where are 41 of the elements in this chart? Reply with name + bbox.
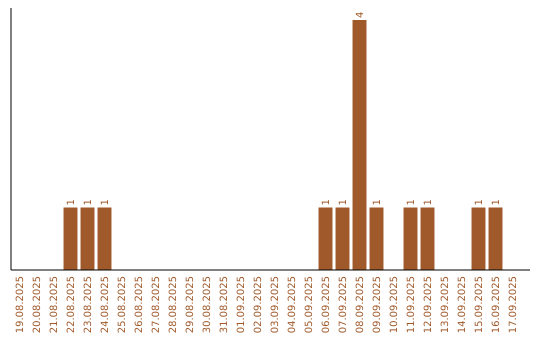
x-tick-label: 15.09.2025 <box>474 276 485 334</box>
data-label: 1 <box>474 199 485 206</box>
x-tick-label: 19.08.2025 <box>15 276 26 334</box>
data-label: 1 <box>338 199 349 206</box>
x-tick-label: 11.09.2025 <box>406 276 417 334</box>
data-label: 1 <box>100 199 111 206</box>
data-label: 1 <box>83 199 94 206</box>
x-tick-label: 10.09.2025 <box>389 276 400 334</box>
data-label: 1 <box>423 199 434 206</box>
x-tick-label: 21.08.2025 <box>49 276 60 334</box>
data-label: 1 <box>321 199 332 206</box>
x-tick-label: 31.08.2025 <box>219 276 230 334</box>
x-tick-label: 01.09.2025 <box>236 276 247 334</box>
x-tick-label: 29.08.2025 <box>185 276 196 334</box>
x-tick-label: 24.08.2025 <box>100 276 111 334</box>
x-tick-label: 07.09.2025 <box>338 276 349 334</box>
x-tick-label: 14.09.2025 <box>457 276 468 334</box>
x-tick-label: 02.09.2025 <box>253 276 264 334</box>
x-tick-label: 05.09.2025 <box>304 276 315 334</box>
x-tick-label: 06.09.2025 <box>321 276 332 334</box>
x-tick-label: 25.08.2025 <box>117 276 128 334</box>
x-tick-label: 13.09.2025 <box>440 276 451 334</box>
data-label: 4 <box>355 12 366 18</box>
x-tick-label: 12.09.2025 <box>423 276 434 334</box>
x-tick-label: 23.08.2025 <box>83 276 94 334</box>
data-label: 1 <box>372 199 383 206</box>
data-label: 1 <box>406 199 417 206</box>
x-tick-label: 04.09.2025 <box>287 276 298 334</box>
x-tick-label: 22.08.2025 <box>66 276 77 334</box>
x-tick-label: 26.08.2025 <box>134 276 145 334</box>
data-label: 1 <box>66 199 77 206</box>
x-tick-label: 27.08.2025 <box>151 276 162 334</box>
x-tick-label: 09.09.2025 <box>372 276 383 334</box>
x-tick-label: 16.09.2025 <box>491 276 502 334</box>
x-tick-label: 08.09.2025 <box>355 276 366 334</box>
x-tick-label: 03.09.2025 <box>270 276 281 334</box>
data-label: 1 <box>491 199 502 206</box>
x-tick-label: 17.09.2025 <box>508 276 519 334</box>
x-tick-label: 30.08.2025 <box>202 276 213 334</box>
x-tick-label: 20.08.2025 <box>32 276 43 334</box>
x-tick-label: 28.08.2025 <box>168 276 179 334</box>
